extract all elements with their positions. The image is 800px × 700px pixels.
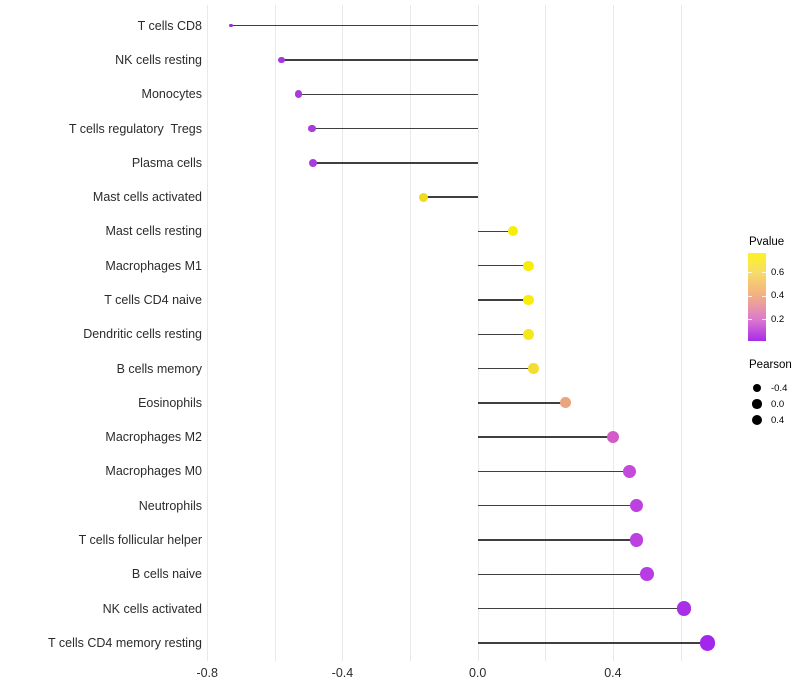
pvalue-bar-tick xyxy=(748,295,752,297)
y-axis-label: Dendritic cells resting xyxy=(83,327,202,342)
lollipop-point xyxy=(629,533,644,547)
y-axis-label: Eosinophils xyxy=(138,395,202,410)
lollipop-point xyxy=(308,158,317,167)
pvalue-bar-tick xyxy=(762,295,766,297)
lollipop-point xyxy=(629,499,644,513)
lollipop-stem xyxy=(477,436,613,438)
lollipop-point xyxy=(523,294,534,306)
pvalue-tick-label: 0.2 xyxy=(771,313,785,325)
lollipop-stem xyxy=(312,162,478,164)
lollipop-stem xyxy=(477,573,647,576)
gridline-x xyxy=(545,5,547,662)
gridline-x xyxy=(274,5,276,662)
lollipop-point xyxy=(623,464,637,479)
lollipop-stem xyxy=(477,333,529,335)
pvalue-tick-label: 0.4 xyxy=(771,290,785,302)
lollipop-stem xyxy=(423,196,478,198)
lollipop-stem xyxy=(477,230,514,233)
lollipop-point xyxy=(419,192,429,202)
pvalue-bar-tick xyxy=(762,319,766,321)
x-axis-tick-label: 0.4 xyxy=(604,665,622,680)
y-axis-label: Plasma cells xyxy=(131,155,202,170)
lollipop-stem xyxy=(298,93,478,95)
pearson-size-dot xyxy=(752,399,762,409)
lollipop-stem xyxy=(281,59,478,61)
lollipop-point xyxy=(308,124,316,133)
pearson-size-label: 0.4 xyxy=(771,414,785,426)
pvalue-gradient-bar xyxy=(748,253,766,341)
lollipop-point xyxy=(606,430,620,444)
pearson-size-dot xyxy=(751,414,763,426)
y-axis-label: Mast cells activated xyxy=(92,190,202,205)
y-axis-label: Macrophages M1 xyxy=(105,258,202,273)
gridline-x xyxy=(207,5,209,662)
gridline-x xyxy=(612,5,614,662)
y-axis-label: T cells CD8 xyxy=(137,18,202,33)
y-axis-label: Macrophages M0 xyxy=(105,464,202,479)
x-axis-tick-label: -0.8 xyxy=(196,665,218,680)
lollipop-point xyxy=(523,260,534,271)
pvalue-bar-tick xyxy=(762,272,766,274)
gridline-x xyxy=(410,5,412,662)
y-axis-label: Neutrophils xyxy=(138,498,202,513)
lollipop-stem xyxy=(477,642,708,644)
lollipop-point xyxy=(699,635,716,651)
lollipop-point xyxy=(523,329,534,340)
x-axis-tick-label: -0.4 xyxy=(331,665,354,680)
gridline-x xyxy=(342,5,344,662)
pearson-size-label: 0.0 xyxy=(771,398,785,410)
lollipop-stem xyxy=(477,402,566,404)
y-axis-label: NK cells resting xyxy=(115,52,202,67)
y-axis-label: T cells CD4 naive xyxy=(104,293,202,308)
pvalue-tick-label: 0.6 xyxy=(771,266,785,278)
lollipop-stem xyxy=(477,265,529,267)
lollipop-point xyxy=(676,601,692,617)
lollipop-stem xyxy=(312,127,478,130)
y-axis-label: B cells naive xyxy=(131,567,202,582)
lollipop-stem xyxy=(477,367,534,370)
lollipop-point xyxy=(508,226,519,237)
y-axis-label: Mast cells resting xyxy=(105,224,202,239)
y-axis-label: B cells memory xyxy=(116,361,202,376)
pvalue-bar-tick xyxy=(748,272,752,274)
lollipop-stem xyxy=(230,25,478,27)
y-axis-label: T cells CD4 memory resting xyxy=(48,635,202,650)
lollipop-stem xyxy=(477,505,637,507)
pearson-legend-title: Pearson xyxy=(749,359,792,371)
lollipop-point xyxy=(528,363,539,374)
gridline-x xyxy=(680,5,682,662)
lollipop-point xyxy=(294,90,303,99)
lollipop-point xyxy=(229,23,233,28)
y-axis-label: T cells follicular helper xyxy=(78,533,202,548)
y-axis-label: Macrophages M2 xyxy=(105,430,202,445)
lollipop-stem xyxy=(477,607,684,610)
lollipop-stem xyxy=(477,539,637,541)
pearson-size-label: -0.4 xyxy=(771,382,788,394)
lollipop-point xyxy=(560,397,571,409)
pvalue-legend-title: Pvalue xyxy=(749,236,785,248)
y-axis-label: T cells regulatory Tregs xyxy=(68,121,202,136)
lollipop-stem xyxy=(477,470,630,473)
y-axis-label: NK cells activated xyxy=(102,601,202,616)
lollipop-point xyxy=(639,567,654,582)
pearson-size-dot xyxy=(752,383,762,393)
pvalue-bar-tick xyxy=(748,319,752,321)
x-axis-tick-label: 0.0 xyxy=(468,665,487,680)
gridline-x xyxy=(477,5,479,662)
lollipop-point xyxy=(278,56,285,64)
y-axis-label: Monocytes xyxy=(141,87,202,102)
lollipop-stem xyxy=(477,299,529,301)
